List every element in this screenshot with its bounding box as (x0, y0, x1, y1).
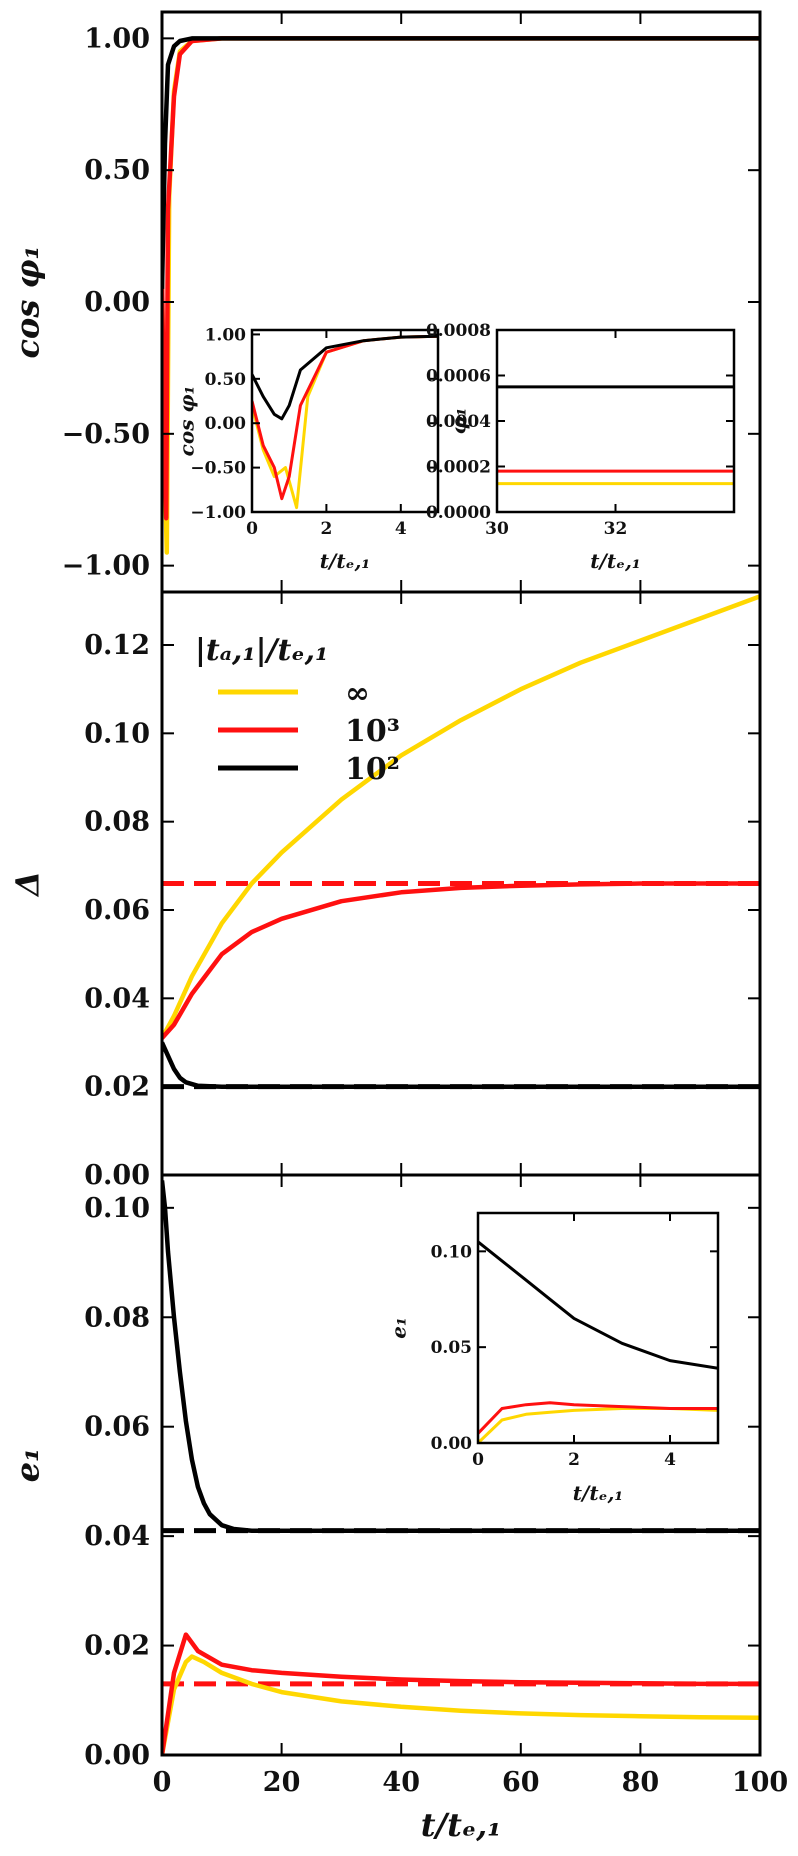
ytick-label-top-2: 0.00 (84, 287, 150, 318)
xtick-label-inset-e-2: 4 (664, 1450, 676, 1470)
plot-area-top (162, 36, 760, 555)
frame-bottom (160, 1173, 762, 1757)
inset-background (252, 330, 438, 512)
ytick-label-top-4: −1.00 (62, 551, 150, 582)
ylabel-inset-phi: φ₁ (447, 408, 471, 435)
plot-area-bottom (162, 1180, 760, 1755)
ytick-label-bottom-4: 0.02 (84, 1631, 150, 1662)
legend-label-1: 10³ (345, 714, 400, 749)
xtick-label-inset-cos-2: 4 (395, 519, 407, 539)
ytick-label-inset-cos-0: 1.00 (205, 325, 247, 345)
ytick-label-inset-e-1: 0.05 (431, 1338, 472, 1358)
panel-top: 1.00 0.50 0.00 −0.50 −1.00 cos φ₁ (9, 10, 762, 594)
xlabel-inset-e: t/tₑ,₁ (573, 1481, 623, 1505)
series-line-top-2 (162, 36, 760, 289)
ytick-label-middle-6: 0.00 (84, 1160, 150, 1191)
panel-inset-e: 0.10 0.05 0.000 2 4 e₁ t/tₑ,₁ (387, 1211, 720, 1505)
ytick-label-middle-1: 0.10 (84, 718, 150, 749)
ytick-label-bottom-0: 0.10 (84, 1193, 150, 1224)
series-line-bottom-2 (162, 1180, 760, 1533)
series-line-bottom-1 (162, 1632, 760, 1755)
legend-label-2: 10² (345, 752, 400, 787)
plot-area-inset-phi (497, 385, 734, 486)
xtick-label-bottom-4: 80 (622, 1767, 660, 1798)
xtick-label-bottom-1: 20 (263, 1767, 301, 1798)
ylabel-inset-e: e₁ (387, 1317, 411, 1338)
xtick-label-inset-e-0: 0 (472, 1450, 484, 1470)
series-line-bottom-0 (162, 1654, 760, 1755)
ytick-label-inset-cos-1: 0.50 (205, 370, 247, 390)
xlabel-inset-cos: t/tₑ,₁ (320, 549, 370, 573)
inset-background (497, 330, 734, 512)
series-line-inset-cos-2 (252, 334, 438, 421)
xtick-label-bottom-3: 60 (502, 1767, 540, 1798)
plot-area-inset-cos (252, 334, 438, 510)
ytick-label-inset-phi-0: 0.0008 (426, 321, 491, 341)
ylabel-middle: Δ (9, 871, 47, 898)
ylabel-top: cos φ₁ (9, 246, 47, 359)
xlabel-bottom: t/tₑ,₁ (421, 1806, 502, 1844)
ytick-label-inset-phi-1: 0.0006 (426, 367, 491, 387)
ytick-label-middle-4: 0.04 (84, 983, 150, 1014)
plot-area-inset-e (478, 1240, 718, 1443)
ytick-label-top-3: −0.50 (62, 419, 150, 450)
plot-area-middle (162, 594, 760, 1090)
ylabel-bottom: e₁ (9, 1448, 47, 1482)
xtick-label-inset-e-1: 2 (568, 1450, 580, 1470)
ytick-label-inset-phi-4: 0.0000 (426, 503, 491, 523)
ytick-label-bottom-5: 0.00 (84, 1740, 150, 1771)
panel-bottom: 0.100.080.060.040.020.000 20 40 60 80 100e₁t/… (9, 1173, 788, 1844)
xtick-label-inset-cos-0: 0 (246, 519, 258, 539)
ytick-label-inset-cos-3: −0.50 (190, 459, 246, 479)
ytick-label-inset-e-0: 0.10 (431, 1242, 473, 1262)
xtick-label-bottom-0: 0 (153, 1767, 172, 1798)
ytick-label-inset-cos-2: 0.00 (205, 414, 247, 434)
ytick-label-middle-3: 0.06 (84, 895, 150, 926)
legend-label-0: ∞ (345, 676, 370, 711)
ytick-label-inset-e-2: 0.00 (431, 1434, 473, 1454)
series-line-middle-2 (162, 1041, 760, 1089)
ytick-label-middle-5: 0.02 (84, 1072, 150, 1103)
ytick-label-bottom-2: 0.06 (84, 1412, 150, 1443)
ytick-label-top-0: 1.00 (84, 23, 150, 54)
ytick-label-bottom-3: 0.04 (84, 1521, 150, 1552)
xlabel-inset-phi: t/tₑ,₁ (590, 549, 640, 573)
xtick-label-inset-cos-1: 2 (320, 519, 332, 539)
legend-title: |tₐ,₁|/tₑ,₁ (195, 633, 328, 668)
xtick-label-inset-phi-0: 30 (485, 519, 509, 539)
xtick-label-inset-phi-1: 32 (604, 519, 628, 539)
series-line-middle-0 (162, 594, 760, 1040)
ytick-label-middle-2: 0.08 (84, 807, 150, 838)
frame-inset-cos (250, 328, 440, 514)
ytick-label-middle-0: 0.12 (84, 630, 150, 661)
ylabel-inset-cos: cos φ₁ (175, 386, 199, 457)
series-line-middle-1 (162, 881, 760, 1040)
xtick-label-bottom-2: 40 (382, 1767, 420, 1798)
ytick-label-bottom-1: 0.08 (84, 1302, 150, 1333)
panels-root: 1.00 0.50 0.00 −0.50 −1.00 cos φ₁ 0.12 0.10 0.08… (9, 10, 788, 1844)
ytick-label-inset-phi-3: 0.0002 (426, 458, 491, 478)
frame-inset-e (476, 1211, 720, 1445)
ytick-label-inset-cos-4: −1.00 (190, 503, 246, 523)
series-line-inset-e-2 (478, 1240, 718, 1370)
ytick-label-inset-phi-2: 0.0004 (426, 412, 491, 432)
ytick-label-top-1: 0.50 (84, 155, 150, 186)
xtick-label-bottom-5: 100 (732, 1767, 788, 1798)
series-line-inset-e-1 (478, 1401, 718, 1435)
panel-inset-cos: 1.00 0.50 0.00 −0.50 −1.000 2 4 cos φ₁ t/tₑ,₁ (175, 325, 440, 573)
panel-middle: 0.12 0.10 0.08 0.06 0.04 0.02 0.00 Δ |tₐ,₁|/tₑ,₁… (9, 590, 762, 1191)
